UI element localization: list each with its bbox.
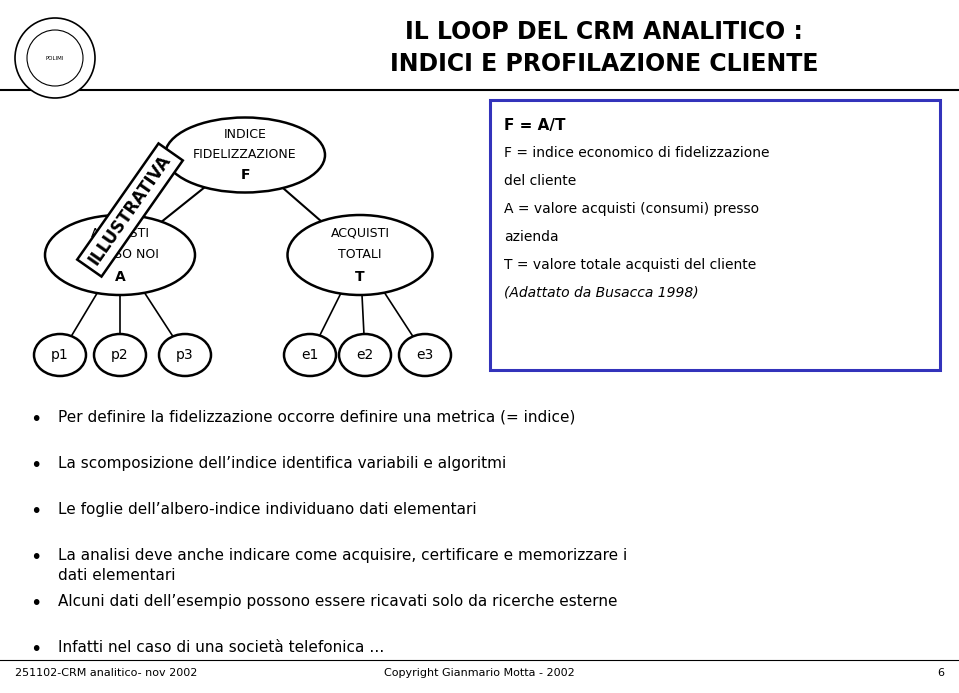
Ellipse shape <box>288 215 433 295</box>
Text: •: • <box>30 502 41 521</box>
Text: e3: e3 <box>416 348 433 362</box>
Text: F = A/T: F = A/T <box>504 118 566 133</box>
Text: ILLUSTRATIVA: ILLUSTRATIVA <box>85 152 175 268</box>
Text: IL LOOP DEL CRM ANALITICO :: IL LOOP DEL CRM ANALITICO : <box>406 20 803 44</box>
Text: •: • <box>30 410 41 429</box>
Ellipse shape <box>34 334 86 376</box>
Ellipse shape <box>45 215 195 295</box>
Text: ACQUISTI: ACQUISTI <box>331 227 389 240</box>
Text: Alcuni dati dell’esempio possono essere ricavati solo da ricerche esterne: Alcuni dati dell’esempio possono essere … <box>58 594 618 609</box>
Text: POLIMI: POLIMI <box>46 55 64 60</box>
Ellipse shape <box>399 334 451 376</box>
Text: INDICE: INDICE <box>223 128 267 141</box>
Text: Le foglie dell’albero-indice individuano dati elementari: Le foglie dell’albero-indice individuano… <box>58 502 477 517</box>
Text: La analisi deve anche indicare come acquisire, certificare e memorizzare i: La analisi deve anche indicare come acqu… <box>58 548 627 563</box>
Text: •: • <box>30 594 41 613</box>
Text: FIDELIZZAZIONE: FIDELIZZAZIONE <box>193 148 297 161</box>
Text: 6: 6 <box>937 668 944 678</box>
Text: p1: p1 <box>51 348 69 362</box>
Text: 251102-CRM analitico- nov 2002: 251102-CRM analitico- nov 2002 <box>15 668 198 678</box>
Text: •: • <box>30 456 41 475</box>
Text: A = valore acquisti (consumi) presso: A = valore acquisti (consumi) presso <box>504 202 760 216</box>
Circle shape <box>15 18 95 98</box>
Text: azienda: azienda <box>504 230 559 244</box>
Text: dati elementari: dati elementari <box>58 568 175 583</box>
Ellipse shape <box>339 334 391 376</box>
Text: F = indice economico di fidelizzazione: F = indice economico di fidelizzazione <box>504 146 769 160</box>
Text: e1: e1 <box>301 348 318 362</box>
Text: INDICI E PROFILAZIONE CLIENTE: INDICI E PROFILAZIONE CLIENTE <box>390 52 818 76</box>
Ellipse shape <box>165 118 325 193</box>
Ellipse shape <box>159 334 211 376</box>
Text: F: F <box>241 168 249 182</box>
Text: Copyright Gianmario Motta - 2002: Copyright Gianmario Motta - 2002 <box>385 668 574 678</box>
Text: A: A <box>115 270 126 283</box>
FancyBboxPatch shape <box>490 100 940 370</box>
Text: p2: p2 <box>111 348 129 362</box>
Text: del cliente: del cliente <box>504 174 576 188</box>
Text: T = valore totale acquisti del cliente: T = valore totale acquisti del cliente <box>504 258 757 272</box>
Text: ACQUISTI: ACQUISTI <box>90 227 150 240</box>
Text: T: T <box>355 270 364 283</box>
Ellipse shape <box>284 334 336 376</box>
Text: PRESSO NOI: PRESSO NOI <box>82 249 158 261</box>
Text: •: • <box>30 640 41 659</box>
Text: La scomposizione dell’indice identifica variabili e algoritmi: La scomposizione dell’indice identifica … <box>58 456 506 471</box>
Text: (Adattato da Busacca 1998): (Adattato da Busacca 1998) <box>504 286 698 300</box>
Text: TOTALI: TOTALI <box>339 249 382 261</box>
Ellipse shape <box>94 334 146 376</box>
Text: e2: e2 <box>357 348 374 362</box>
Text: •: • <box>30 548 41 567</box>
Circle shape <box>27 30 83 86</box>
Text: p3: p3 <box>176 348 194 362</box>
Text: Infatti nel caso di una società telefonica …: Infatti nel caso di una società telefoni… <box>58 640 385 655</box>
Text: Per definire la fidelizzazione occorre definire una metrica (= indice): Per definire la fidelizzazione occorre d… <box>58 410 575 425</box>
